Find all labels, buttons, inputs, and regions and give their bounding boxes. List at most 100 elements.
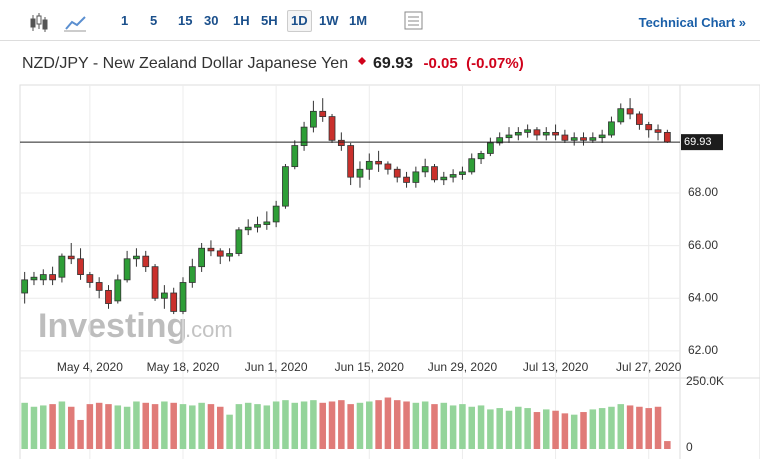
volume-bar <box>123 406 131 449</box>
interval-button[interactable]: 1D <box>287 10 312 32</box>
volume-bar <box>524 408 531 449</box>
candle-body <box>207 247 215 252</box>
volume-bar <box>412 402 420 449</box>
x-tick-label: Jun 15, 2020 <box>335 360 405 374</box>
volume-bar <box>189 405 196 449</box>
candle-body <box>589 137 597 141</box>
candle-body <box>421 166 429 173</box>
volume-bar <box>570 414 578 449</box>
candle-body <box>198 247 206 268</box>
candle-body <box>160 292 168 299</box>
candle-body <box>393 168 401 178</box>
candle-body <box>319 110 327 117</box>
candle-body <box>617 108 625 123</box>
candle-body <box>67 255 75 260</box>
volume-bar <box>216 406 224 449</box>
volume-bar <box>254 404 261 449</box>
candle-body <box>459 171 466 175</box>
volume-bar <box>487 409 494 449</box>
volume-bar <box>515 406 522 449</box>
candle-body <box>337 139 345 146</box>
candle-body <box>580 137 587 141</box>
volume-bar <box>133 401 140 449</box>
settings-icon[interactable] <box>402 9 426 33</box>
last-price-label: 69.93 <box>684 136 712 148</box>
interval-button[interactable]: 5 <box>150 13 158 28</box>
volume-bar <box>226 414 233 449</box>
technical-chart-link[interactable]: Technical Chart » <box>638 15 746 30</box>
candle-body <box>114 279 122 302</box>
last-price-box <box>681 134 723 151</box>
candle-body <box>375 160 382 165</box>
volume-bar <box>477 405 485 449</box>
volume-bar <box>459 404 466 449</box>
candle-body <box>282 166 289 207</box>
instrument-title: NZD/JPY - New Zealand Dollar Japanese Ye… <box>22 55 349 72</box>
candle-body <box>179 282 187 312</box>
volume-bar <box>40 405 47 449</box>
interval-button[interactable]: 1W <box>319 13 339 28</box>
candle-body <box>412 171 420 183</box>
volume-bar <box>291 402 299 449</box>
interval-button[interactable]: 15 <box>178 13 193 28</box>
candle-body <box>533 129 541 136</box>
candle-body <box>431 166 438 181</box>
candle-body <box>468 158 476 173</box>
candle-body <box>626 108 634 115</box>
candle-body <box>95 282 103 291</box>
candle-body <box>496 137 504 144</box>
candle-body <box>542 131 550 136</box>
candle-body <box>440 176 448 181</box>
toolbar: 1 5 15 30 1H 5H 1D 1W 1M Technical Chart » <box>0 0 760 41</box>
interval-button[interactable]: 1M <box>349 13 368 28</box>
grid <box>20 85 680 459</box>
volume-bar <box>86 404 94 449</box>
candle-body <box>654 129 662 133</box>
interval-button[interactable]: 1H <box>233 13 250 28</box>
volume-bar <box>198 402 205 449</box>
candle-body <box>477 153 485 160</box>
interval-button[interactable]: 1 <box>121 13 129 28</box>
volume-bar <box>58 401 66 449</box>
watermark-suffix: .com <box>185 317 233 342</box>
candle-body <box>133 255 140 260</box>
watermark-brand: Investing <box>38 307 187 345</box>
candle-body <box>235 229 243 254</box>
volume-bar <box>533 412 541 449</box>
candle-body <box>561 134 569 141</box>
candle-body <box>347 145 355 178</box>
x-tick-label: Jun 29, 2020 <box>428 360 498 374</box>
volume-bar <box>95 402 103 449</box>
change-percent: (-0.07%) <box>466 55 524 72</box>
volume-bar <box>366 401 373 449</box>
volume-bar <box>552 410 559 449</box>
chart-type-icons[interactable] <box>0 0 100 40</box>
volume-bar <box>626 405 634 449</box>
instrument-header: NZD/JPY - New Zealand Dollar Japanese Ye… <box>22 55 524 73</box>
volume-bar <box>300 401 308 449</box>
candle-body <box>570 137 578 141</box>
volume-bar <box>49 404 56 449</box>
volume-bar <box>589 409 597 449</box>
candle-body <box>142 255 150 268</box>
interval-button[interactable]: 5H <box>261 13 278 28</box>
volume-bar <box>179 404 187 449</box>
candle-body <box>524 129 532 133</box>
interval-button[interactable]: 30 <box>204 13 219 28</box>
candle-body <box>328 116 336 141</box>
volume-bar <box>263 405 271 449</box>
volume-bar <box>468 406 476 449</box>
volume-bar <box>328 401 336 449</box>
chart-frame <box>19 84 760 459</box>
candle-body <box>505 134 513 139</box>
candle-body <box>244 226 252 231</box>
volume-bar <box>375 400 382 449</box>
volume-tick-label: 250.0K <box>686 374 724 388</box>
volume-bar <box>114 405 122 449</box>
volume-bar <box>170 402 177 449</box>
volume-bar <box>431 404 438 449</box>
volume-bar <box>105 404 112 449</box>
volume-bar <box>645 408 652 449</box>
volume-bar <box>440 402 448 449</box>
candle-body <box>598 134 606 139</box>
